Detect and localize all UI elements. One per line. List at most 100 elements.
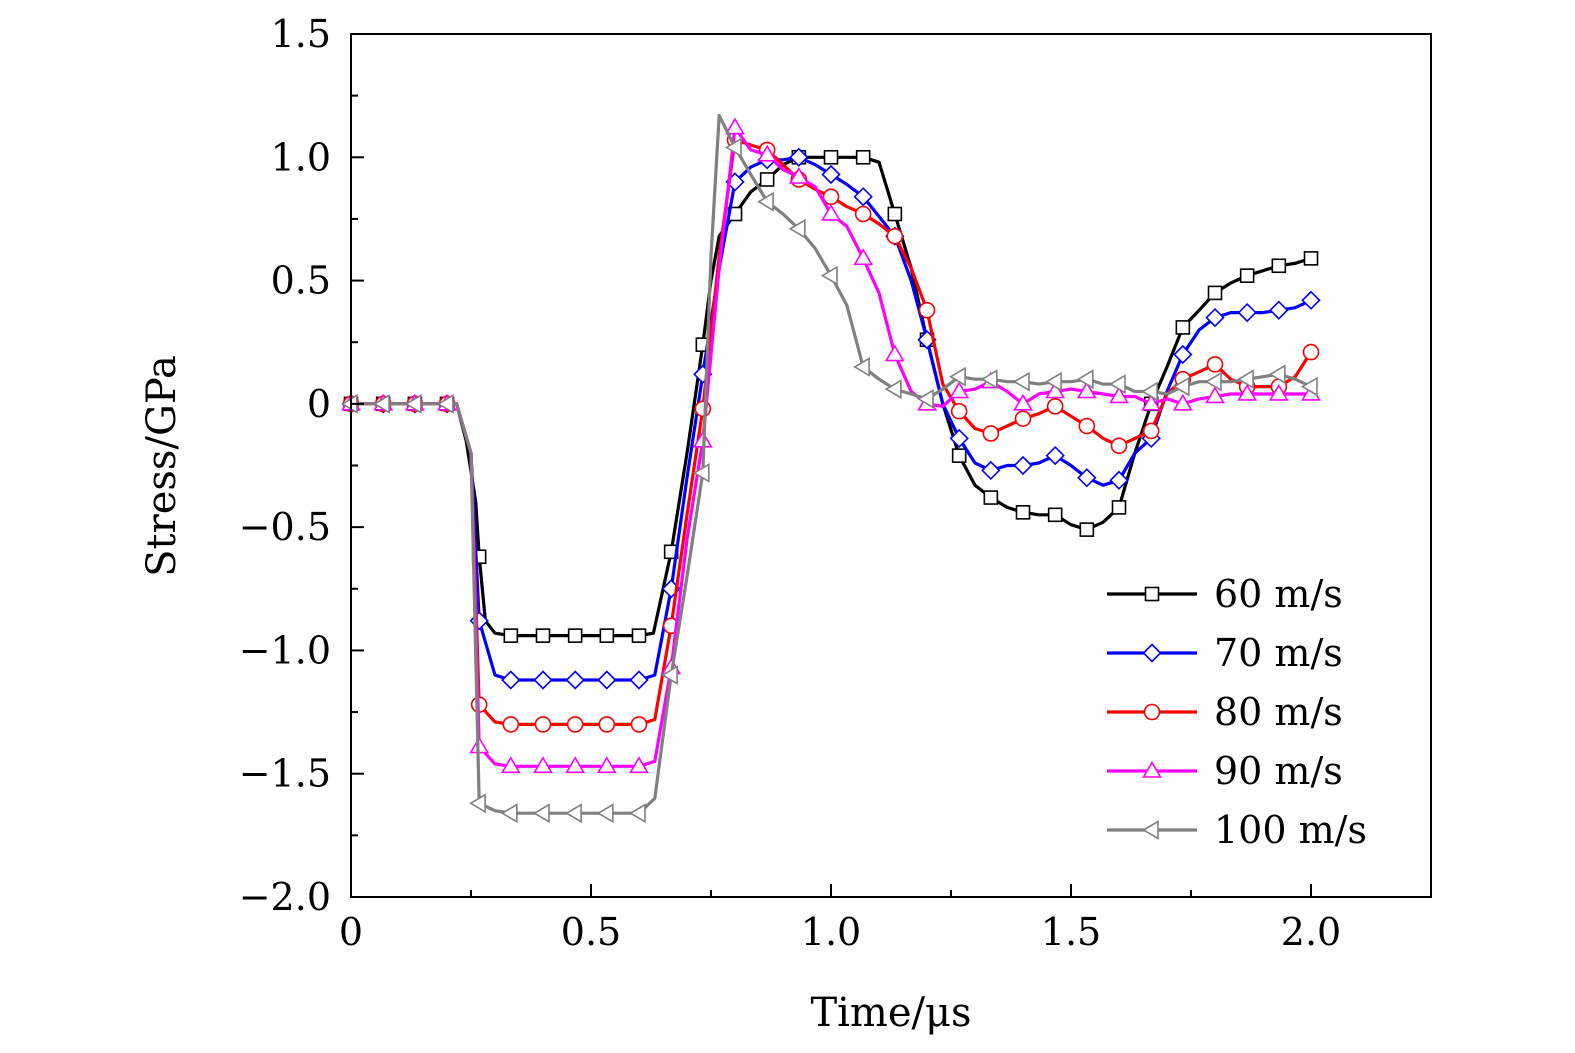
- data-point-70-m-s: [1205, 307, 1225, 328]
- data-point-70-m-s: [853, 187, 873, 207]
- data-point-80-m-s: [918, 301, 936, 319]
- x-axis-label: Time/μs: [810, 990, 971, 1036]
- data-point-80-m-s: [1110, 437, 1128, 455]
- data-point-80-m-s: [886, 227, 904, 245]
- data-point-80-m-s: [534, 716, 552, 733]
- data-point-60-m-s: [823, 149, 839, 165]
- x-tick-label: 0.5: [561, 910, 621, 954]
- legend-entry-100-m-s: 100 m/s: [1107, 808, 1367, 852]
- data-point-80-m-s: [598, 716, 616, 733]
- data-point-90-m-s: [596, 756, 617, 774]
- data-point-90-m-s: [1109, 386, 1129, 404]
- data-point-60-m-s: [983, 490, 999, 505]
- data-point-70-m-s: [1045, 445, 1065, 466]
- data-point-100-m-s: [1237, 369, 1254, 390]
- legend-marker: [1144, 586, 1160, 602]
- series-90-m-s: [341, 117, 1321, 774]
- data-point-100-m-s: [980, 369, 998, 390]
- x-tick-label: 1.5: [1041, 910, 1101, 954]
- y-tick-label: 1.0: [271, 135, 331, 179]
- data-point-100-m-s: [1172, 376, 1190, 397]
- data-point-60-m-s: [1015, 505, 1031, 520]
- data-point-90-m-s: [853, 248, 874, 266]
- y-tick-label: −1.0: [239, 628, 331, 672]
- data-point-90-m-s: [1237, 383, 1258, 401]
- data-point-60-m-s: [1111, 500, 1127, 515]
- data-point-70-m-s: [1301, 290, 1321, 310]
- data-point-80-m-s: [1206, 356, 1224, 373]
- series-line-70-m-s: [351, 155, 1312, 682]
- data-point-100-m-s: [1108, 374, 1126, 394]
- data-point-60-m-s: [951, 448, 967, 463]
- legend-marker: [1142, 643, 1162, 663]
- data-point-70-m-s: [789, 147, 809, 167]
- data-point-100-m-s: [1300, 376, 1318, 397]
- data-point-100-m-s: [884, 379, 902, 399]
- y-tick-label: −1.5: [239, 752, 331, 796]
- series-layer: [340, 113, 1321, 824]
- data-point-60-m-s: [759, 172, 775, 187]
- data-point-70-m-s: [1013, 455, 1033, 476]
- data-point-80-m-s: [630, 716, 648, 733]
- data-point-80-m-s: [950, 402, 968, 420]
- data-point-100-m-s: [1012, 371, 1030, 392]
- x-tick-label: 2.0: [1281, 910, 1341, 954]
- legend-marker: [1141, 820, 1159, 840]
- legend-entry-60-m-s: 60 m/s: [1107, 572, 1343, 616]
- data-point-60-m-s: [1239, 268, 1255, 283]
- data-point-80-m-s: [502, 716, 520, 733]
- data-point-70-m-s: [1173, 344, 1193, 365]
- y-tick-label: −0.5: [239, 505, 331, 549]
- data-point-60-m-s: [503, 628, 519, 643]
- data-point-60-m-s: [1271, 258, 1287, 274]
- data-point-70-m-s: [629, 670, 649, 690]
- data-point-90-m-s: [1076, 381, 1097, 399]
- data-point-70-m-s: [501, 670, 521, 690]
- data-point-90-m-s: [1172, 393, 1193, 411]
- data-point-90-m-s: [757, 144, 778, 162]
- legend: 60 m/s 70 m/s 80 m/s 90 m/s 100 m/s: [1107, 572, 1367, 852]
- data-point-100-m-s: [1045, 371, 1062, 392]
- data-point-90-m-s: [565, 756, 586, 774]
- data-point-80-m-s: [1302, 343, 1320, 361]
- data-point-90-m-s: [884, 344, 905, 362]
- legend-entry-90-m-s: 90 m/s: [1107, 749, 1343, 793]
- data-point-80-m-s: [1046, 398, 1064, 415]
- data-point-100-m-s: [565, 803, 582, 824]
- y-tick-label: 0.5: [271, 259, 331, 303]
- data-point-100-m-s: [373, 393, 390, 414]
- legend-marker: [1143, 703, 1161, 721]
- legend-label: 60 m/s: [1214, 572, 1343, 616]
- data-point-100-m-s: [1141, 381, 1158, 402]
- data-point-60-m-s: [535, 628, 551, 643]
- data-point-70-m-s: [949, 428, 969, 449]
- data-point-90-m-s: [821, 203, 841, 221]
- data-point-80-m-s: [1014, 410, 1032, 427]
- x-tick-label: 1.0: [801, 910, 861, 954]
- series-60-m-s: [343, 149, 1319, 643]
- data-point-60-m-s: [1175, 320, 1191, 335]
- data-point-80-m-s: [566, 716, 584, 733]
- data-point-60-m-s: [1047, 507, 1063, 523]
- legend-marker: [1142, 760, 1162, 778]
- data-point-60-m-s: [599, 628, 615, 643]
- data-point-80-m-s: [854, 205, 872, 223]
- data-point-60-m-s: [1207, 285, 1223, 301]
- data-point-100-m-s: [596, 803, 614, 824]
- series-80-m-s: [342, 131, 1320, 733]
- data-point-100-m-s: [788, 218, 806, 239]
- y-axis-label: Stress/GPa: [139, 355, 185, 577]
- data-point-70-m-s: [1237, 302, 1257, 323]
- data-point-70-m-s: [565, 670, 585, 690]
- series-70-m-s: [341, 147, 1321, 690]
- data-point-100-m-s: [532, 803, 550, 824]
- legend-label: 100 m/s: [1214, 808, 1367, 852]
- ticks-layer: 0 0.5 1.0 1.5 2.0 1.5 1.0 0.5 0 −0.5 −1.0 −1.5 −2.0: [239, 12, 1342, 954]
- data-point-80-m-s: [982, 425, 1000, 442]
- data-point-60-m-s: [631, 628, 647, 643]
- data-point-100-m-s: [757, 191, 774, 212]
- y-tick-label: −2.0: [239, 875, 331, 919]
- legend-label: 70 m/s: [1214, 631, 1343, 675]
- legend-entry-70-m-s: 70 m/s: [1107, 631, 1343, 675]
- data-point-70-m-s: [1077, 468, 1097, 488]
